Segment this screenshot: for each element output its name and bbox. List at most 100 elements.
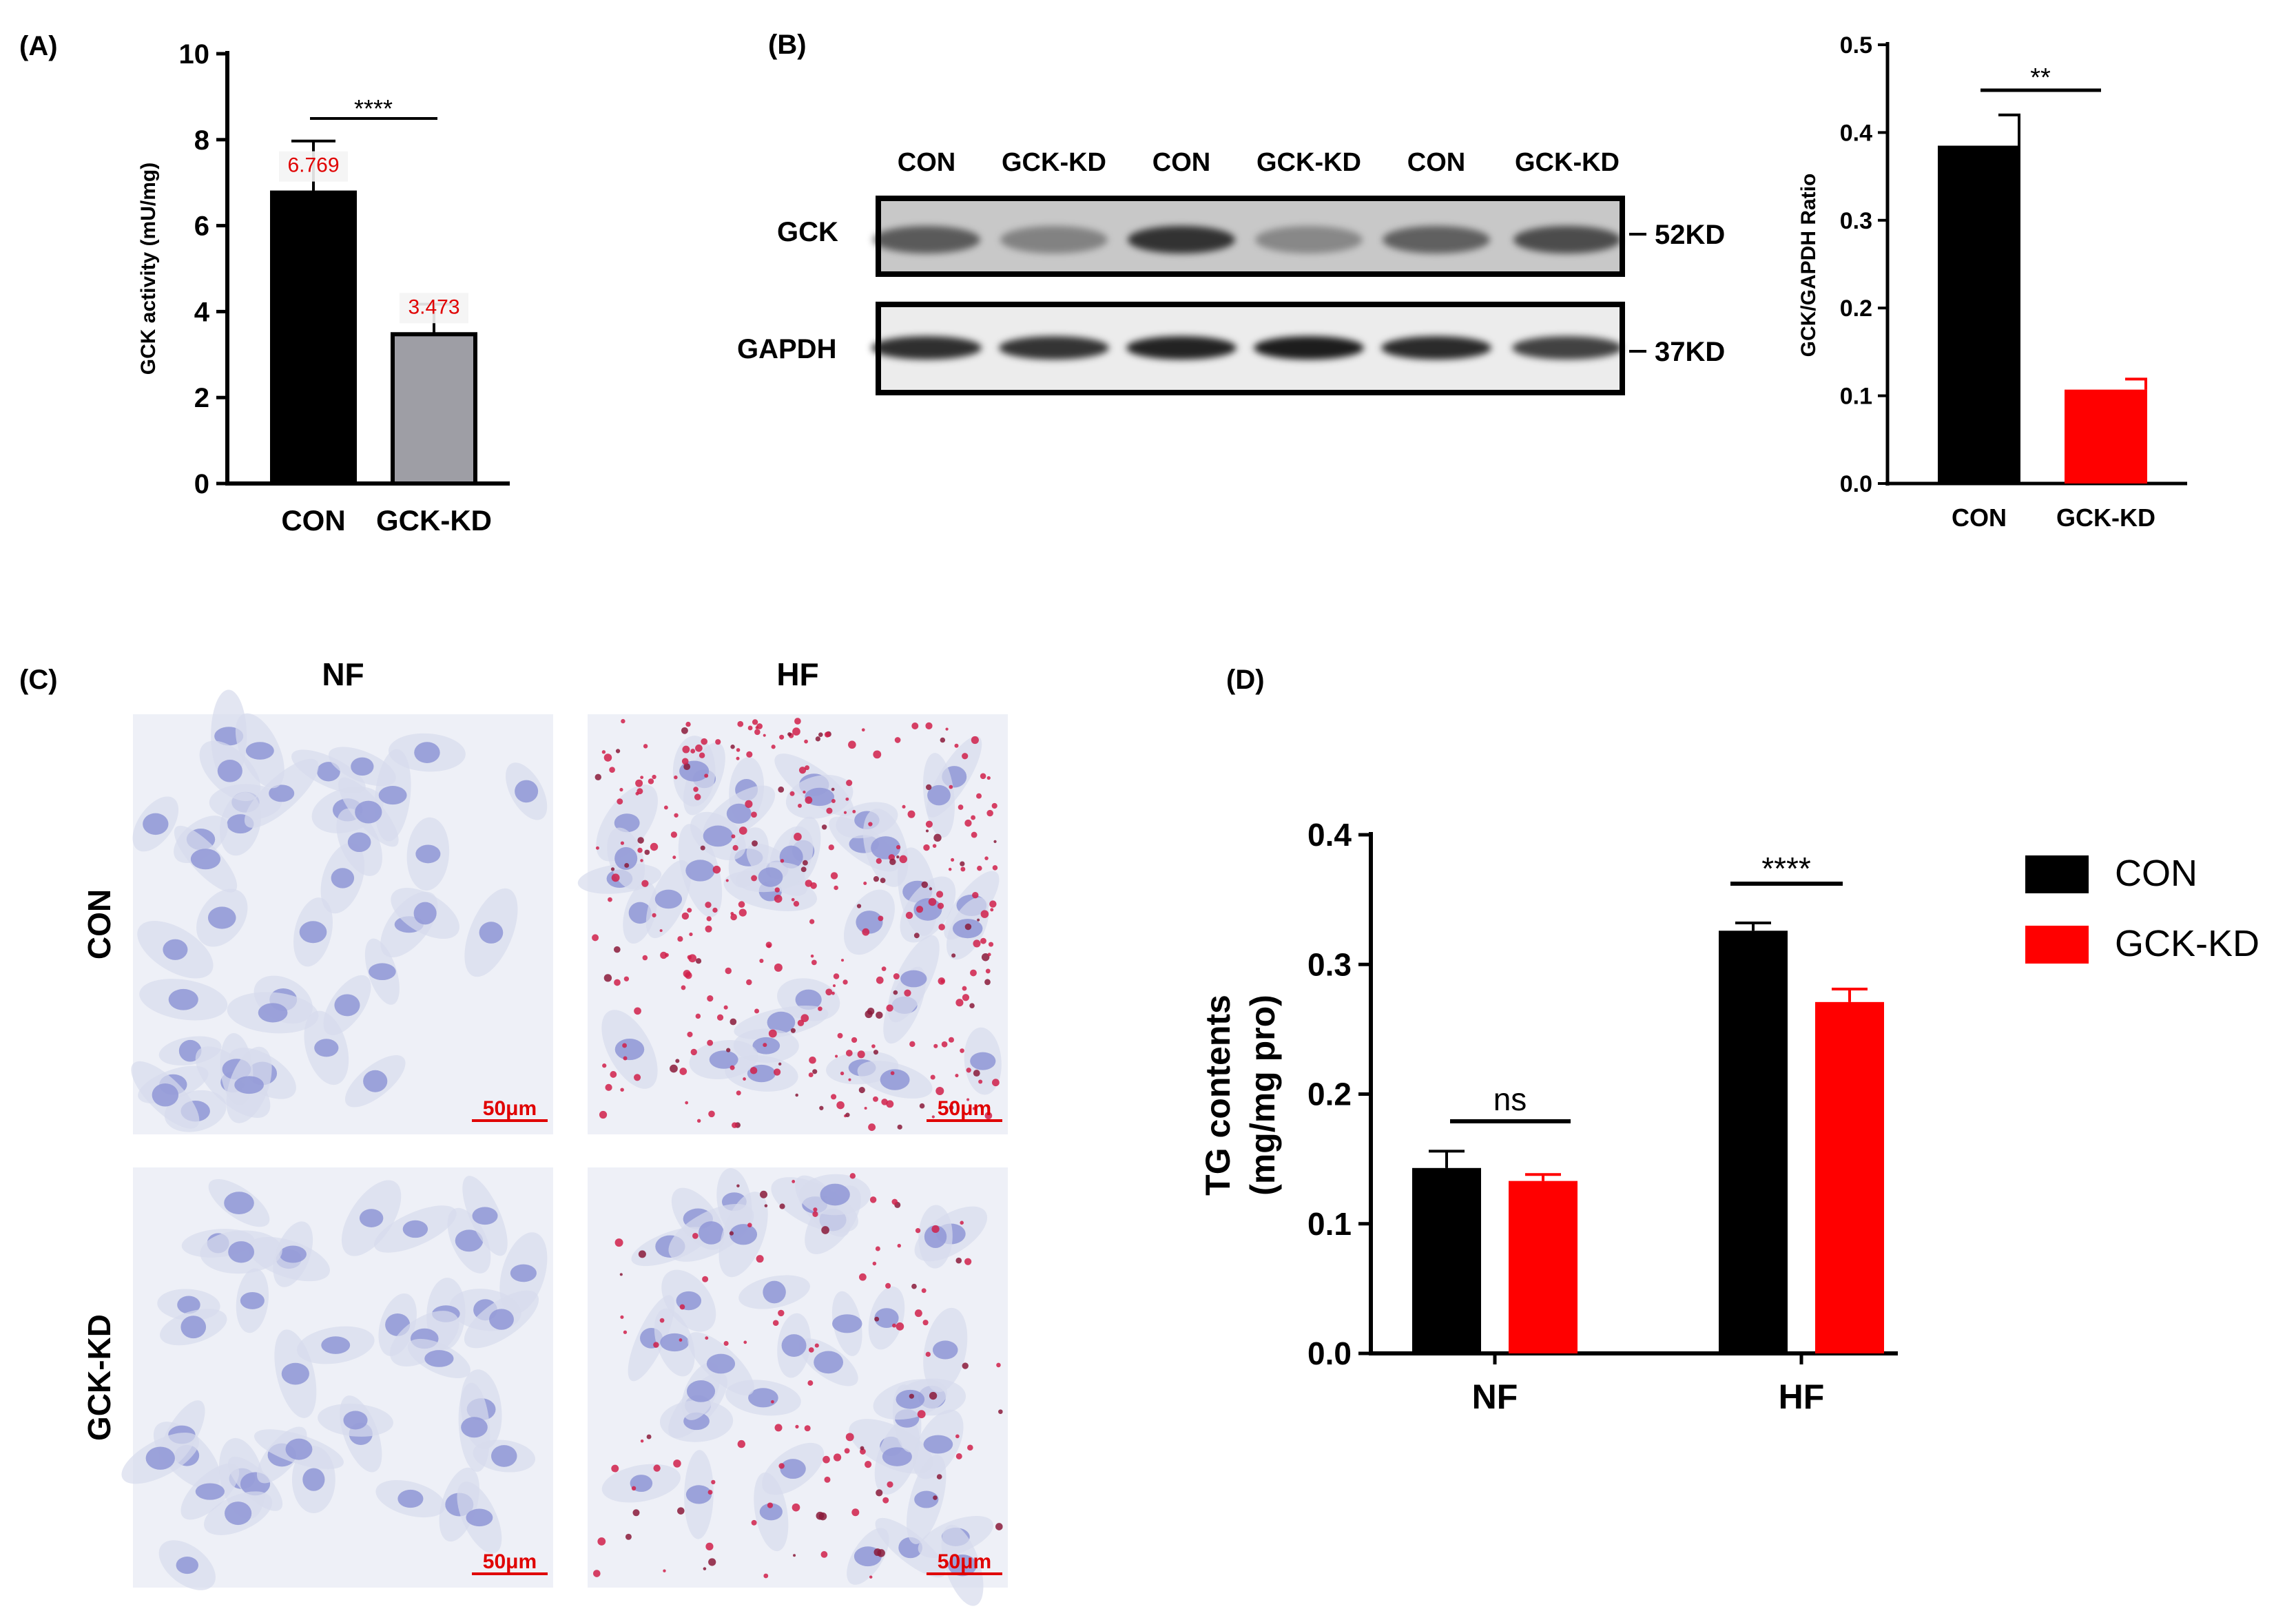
lipid-droplet [708,1490,713,1495]
lipid-droplet [882,966,887,971]
lipid-droplet [926,821,933,828]
lipid-droplet [873,1096,878,1102]
lipid-droplet [733,845,738,851]
lipid-droplet [969,1003,975,1008]
lipid-droplet [904,990,911,997]
lipid-droplet [846,1433,854,1441]
lipid-droplet [747,1223,752,1227]
lipid-droplet [763,1043,767,1047]
lipid-droplet [966,1099,969,1101]
nucleus [629,902,652,924]
lipid-droplet [823,1456,830,1464]
lipid-droplet [921,882,928,888]
lipid-droplet [612,873,620,882]
lipid-droplet [611,867,614,871]
lipid-droplet [641,880,648,887]
lipid-droplet [962,994,969,1001]
nucleus [814,1351,843,1373]
lipid-droplet [893,973,900,979]
lipid-droplet [865,1010,872,1018]
bar [1815,1001,1884,1353]
lipid-droplet [973,1070,980,1077]
lipid-droplet [809,1347,814,1353]
lipid-droplet [787,732,792,736]
y-tick-label: 10 [179,39,210,70]
staining-panel: 50μm 50μm 50μm 50μm NF HF CON GCK-KD [81,656,1008,1611]
nucleus [924,1435,953,1454]
marker-37kd: 37KD [1655,337,1725,367]
y-tick-label: 0.4 [1840,120,1872,146]
chart-gck-activity: 0 2 4 6 8 10 GCK activity (mU/mg) 6.769 CON 3.473… [137,39,510,537]
lipid-droplet [730,1066,735,1070]
nucleus [224,1192,254,1214]
column-label-hf: HF [776,656,818,692]
lipid-droplet [750,1067,758,1074]
lipid-droplet [933,1495,938,1500]
lipid-droplet [597,1537,606,1546]
lipid-droplet [873,750,881,758]
nucleus [379,786,407,804]
lipid-droplet [717,1015,723,1021]
lipid-droplet [682,746,690,753]
lipid-droplet [873,1050,878,1054]
nucleus [208,906,236,928]
lipid-droplet [738,1440,745,1448]
nucleus [882,1447,912,1466]
lipid-droplet [960,861,964,866]
x-tick-label: GCK-KD [376,504,492,537]
lipid-droplet [634,1074,641,1081]
lipid-droplet [592,934,599,941]
lipid-droplet [677,1507,685,1515]
lipid-droplet [993,840,996,843]
lipid-droplet [739,908,747,916]
nucleus [355,801,382,824]
lipid-droplet [780,859,785,863]
scale-bar-label: 50μm [483,1550,537,1573]
lipid-droplet [696,958,701,964]
lipid-droplet [792,1180,795,1183]
lipid-droplet [898,1125,902,1130]
gapdh-band [1254,336,1364,360]
gck-band [1513,226,1621,253]
nucleus [782,1334,807,1357]
lipid-droplet [792,898,795,902]
lipid-droplet [779,735,784,740]
nucleus [191,849,220,869]
lipid-droplet [926,784,931,790]
nucleus [491,1445,517,1467]
nucleus [796,990,822,1010]
significance-mark: **** [354,94,393,123]
lipid-droplet [794,833,802,841]
y-tick-label: 0.0 [1307,1335,1352,1371]
nucleus [321,1336,350,1354]
lipid-droplet [746,751,752,758]
data-label-bg [279,151,348,182]
y-tick-label: 0.2 [1307,1077,1352,1112]
lipid-droplet [622,1043,627,1048]
bar [391,332,477,486]
lipid-droplet [960,1048,964,1053]
lipid-droplet [701,846,705,851]
lipid-droplet [973,939,980,947]
lipid-droplet [980,773,986,780]
lipid-droplet [632,1486,636,1490]
lipid-droplet [907,811,915,818]
lipid-droplet [988,953,991,956]
lipid-droplet [694,793,701,800]
y-tick-label: 8 [194,125,209,156]
lipid-droplet [938,977,946,985]
lipid-droplet [767,1502,773,1508]
bar [1509,1181,1578,1353]
lipid-droplet [648,778,654,784]
y-tick-label: 4 [194,297,210,327]
y-tick-label: 0.3 [1840,208,1872,234]
nucleus [615,1039,645,1060]
lipid-droplet [955,1074,958,1077]
lipid-droplet [990,908,993,911]
nucleus [832,1314,862,1333]
panel-letter-a: (A) [19,31,58,61]
lipid-droplet [617,798,623,804]
lipid-droplet [868,1123,876,1131]
lipid-droplet [778,1463,784,1468]
lipid-droplet [697,1119,701,1123]
